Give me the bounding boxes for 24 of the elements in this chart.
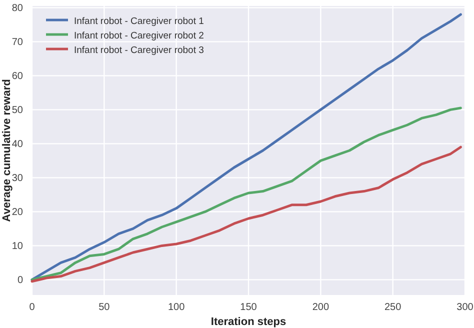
x-tick-label: 100	[168, 302, 186, 314]
x-tick-label: 0	[29, 302, 36, 314]
y-tick-label: 20	[12, 206, 24, 218]
x-tick-label: 50	[98, 302, 110, 314]
line-series	[30, 13, 462, 281]
x-axis-title: Iteration steps	[210, 316, 286, 328]
y-tick-label: 50	[12, 104, 24, 116]
y-tick-label: 60	[12, 70, 24, 82]
legend-label: Infant robot - Caregiver robot 3	[74, 45, 204, 56]
line-series	[30, 146, 462, 283]
x-tick-label: 300	[456, 302, 474, 314]
y-tick-label: 70	[12, 36, 24, 48]
x-tick-label: 250	[384, 302, 402, 314]
y-tick-label: 30	[12, 172, 24, 184]
y-axis-title: Average cumulative reward	[1, 79, 13, 222]
y-tick-label: 10	[12, 240, 24, 252]
y-tick-label: 80	[12, 2, 24, 14]
y-tick-label: 40	[12, 138, 24, 150]
x-tick-label: 150	[240, 302, 258, 314]
x-tick-label: 200	[312, 302, 330, 314]
line-series	[30, 106, 462, 281]
legend-label: Infant robot - Caregiver robot 2	[74, 30, 204, 42]
y-tick-label: 0	[17, 274, 24, 286]
legend-label: Infant robot - Caregiver robot 1	[74, 16, 204, 27]
